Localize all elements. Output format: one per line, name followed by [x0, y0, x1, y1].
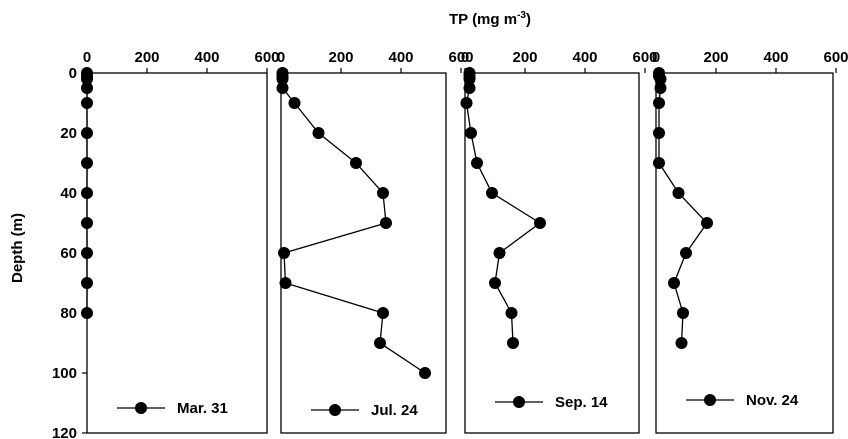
- legend-entry: Jul. 24: [311, 402, 418, 419]
- legend-marker: [135, 402, 147, 414]
- data-point: [493, 247, 506, 259]
- panel-4: 0 200 400 600 Nov. 24: [652, 49, 848, 434]
- panel-frame: [86, 72, 268, 434]
- data-point: [81, 97, 93, 109]
- data-point: [534, 217, 546, 229]
- y-tick-label: 80: [60, 305, 77, 322]
- legend-marker: [513, 396, 525, 408]
- data-point: [675, 337, 688, 349]
- chart-titles: TP (mg m-3) Depth (m): [9, 10, 531, 283]
- y-tick-label: 60: [60, 245, 77, 262]
- x-tick-label: 0: [461, 49, 469, 66]
- data-point: [471, 157, 483, 169]
- panel-frame: [464, 72, 640, 434]
- x-tick-label: 400: [763, 49, 788, 66]
- data-point: [276, 73, 289, 85]
- x-tick-label: 400: [388, 49, 413, 66]
- data-point: [374, 337, 386, 349]
- data-point: [419, 367, 431, 379]
- data-point: [350, 157, 362, 169]
- data-point: [701, 217, 713, 229]
- y-tick-label: 120: [52, 425, 77, 439]
- data-point: [81, 217, 93, 229]
- x-tick-label: 0: [83, 49, 91, 66]
- panel-1: 0 200 400 600 Mar. 31: [81, 49, 280, 434]
- x-tick-label: 400: [572, 49, 597, 66]
- data-point: [81, 157, 93, 169]
- data-point: [505, 307, 518, 319]
- x-tick-label: 0: [652, 49, 660, 66]
- data-point: [276, 82, 289, 94]
- legend-label: Jul. 24: [371, 402, 418, 419]
- legend-label: Sep. 14: [555, 394, 608, 411]
- chart-panels: 0 200 400 600 Mar. 31 0 200 400 600 Jul. 24 0 200 40…: [81, 49, 848, 434]
- panel-frame: [655, 72, 834, 434]
- data-point: [377, 187, 389, 199]
- data-point: [463, 73, 476, 85]
- x-axis-title-main: TP (mg m: [449, 11, 517, 28]
- data-point: [489, 277, 501, 289]
- data-point: [653, 157, 665, 169]
- data-point: [654, 73, 667, 85]
- x-tick-label: 600: [448, 49, 473, 66]
- x-tick-label: 400: [194, 49, 219, 66]
- x-axis-title-superscript: -3: [517, 10, 526, 21]
- y-tick-label: 100: [52, 365, 77, 382]
- series-line: [465, 73, 542, 344]
- data-point: [460, 97, 473, 109]
- legend-label: Nov. 24: [746, 392, 799, 409]
- x-tick-label: 200: [328, 49, 353, 66]
- data-point: [465, 127, 477, 139]
- data-point: [377, 307, 389, 319]
- legend-marker: [704, 394, 716, 406]
- x-tick-label: 600: [823, 49, 848, 66]
- data-point: [486, 187, 498, 199]
- data-point: [81, 247, 93, 259]
- panel-2: 0 200 400 600 Jul. 24: [276, 49, 474, 434]
- y-tick-label: 40: [60, 185, 77, 202]
- y-axis: 0 20 40 60 80 100 120: [52, 65, 77, 439]
- data-point: [81, 82, 93, 94]
- x-tick-label: 200: [134, 49, 159, 66]
- series-line: [281, 73, 426, 374]
- data-point: [278, 247, 290, 259]
- legend-label: Mar. 31: [177, 400, 228, 417]
- data-point: [380, 217, 392, 229]
- data-point: [81, 277, 93, 289]
- x-tick-label: 600: [632, 49, 657, 66]
- data-point: [677, 307, 689, 319]
- data-point: [288, 97, 301, 109]
- x-tick-label: 0: [277, 49, 285, 66]
- x-tick-label: 200: [512, 49, 537, 66]
- data-point: [81, 127, 93, 139]
- legend-marker: [329, 404, 341, 416]
- data-point: [653, 97, 665, 109]
- panel-3: 0 200 400 600 Sep. 14: [460, 49, 658, 434]
- data-point: [654, 82, 667, 94]
- x-tick-label: 200: [703, 49, 728, 66]
- legend-entry: Nov. 24: [686, 392, 799, 409]
- y-axis-title: Depth (m): [9, 213, 26, 283]
- data-point: [81, 73, 93, 85]
- data-point: [668, 277, 680, 289]
- legend-entry: Mar. 31: [117, 400, 228, 417]
- data-point: [507, 337, 519, 349]
- series-line: [658, 73, 708, 344]
- data-point: [279, 277, 292, 289]
- panel-frame: [280, 72, 447, 434]
- data-point: [672, 187, 685, 199]
- x-axis-title-close: ): [526, 11, 531, 28]
- data-point: [463, 82, 476, 94]
- y-tick-label: 0: [69, 65, 77, 82]
- x-axis-title: TP (mg m-3): [449, 10, 531, 28]
- y-tick-label: 20: [60, 125, 77, 142]
- data-point: [653, 127, 665, 139]
- data-point: [81, 187, 93, 199]
- data-point: [81, 307, 93, 319]
- data-point: [312, 127, 325, 139]
- x-tick-label: 600: [254, 49, 279, 66]
- legend-entry: Sep. 14: [495, 394, 608, 411]
- data-point: [680, 247, 692, 259]
